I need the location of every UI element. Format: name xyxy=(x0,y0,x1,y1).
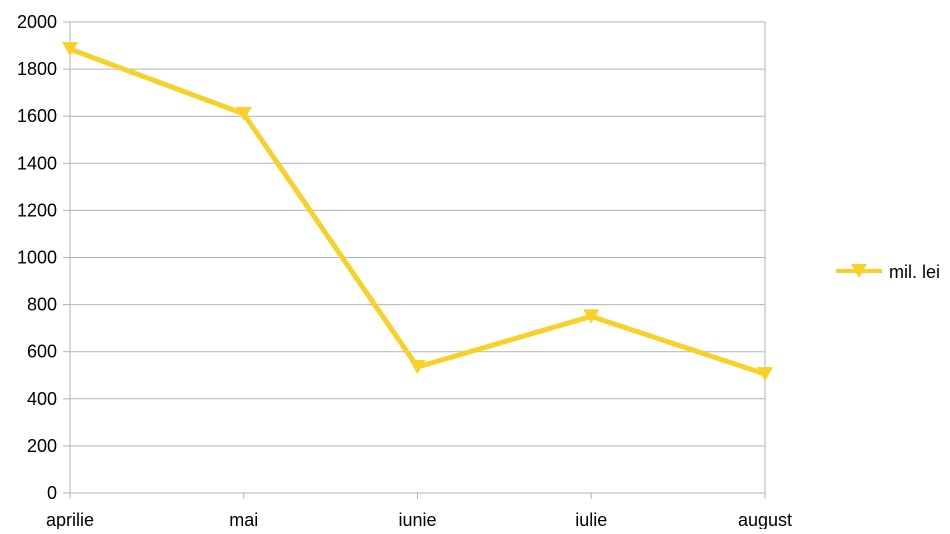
axis-layer: 0 200 400 600 800 1000 1200 1400 1600 1800 2000 apr… xyxy=(17,12,792,530)
legend: mil. lei xyxy=(836,262,940,282)
y-tick-label-0: 0 xyxy=(47,483,57,503)
x-tick-label-iunie: iunie xyxy=(398,510,436,529)
data-point-mai xyxy=(235,106,252,121)
y-tick-label-1800: 1800 xyxy=(17,59,57,79)
y-tick-label-2000: 2000 xyxy=(17,12,57,32)
x-tick-label-iulie: iulie xyxy=(575,510,607,529)
data-point-august xyxy=(757,367,773,382)
legend-label-mil-lei: mil. lei xyxy=(889,262,940,282)
y-tick-label-1000: 1000 xyxy=(17,248,57,268)
series-line-mil-lei xyxy=(69,46,766,377)
x-tick-label-aprilie: aprilie xyxy=(46,510,94,529)
grid-layer xyxy=(70,21,765,494)
x-tick-label-august: august xyxy=(738,510,792,529)
data-point-aprilie xyxy=(62,42,78,57)
legend-marker xyxy=(851,264,867,278)
y-tick-label-1400: 1400 xyxy=(17,153,57,173)
x-tick-label-mai: mai xyxy=(229,510,258,529)
y-tick-label-1600: 1600 xyxy=(17,106,57,126)
y-tick-label-200: 200 xyxy=(27,436,57,456)
y-tick-label-400: 400 xyxy=(27,389,57,409)
data-point-iulie xyxy=(583,309,600,324)
y-tick-label-1200: 1200 xyxy=(17,200,57,220)
data-point-iunie xyxy=(409,360,426,375)
y-tick-label-600: 600 xyxy=(27,342,57,362)
series-layer xyxy=(62,42,773,382)
y-tick-label-800: 800 xyxy=(27,295,57,315)
